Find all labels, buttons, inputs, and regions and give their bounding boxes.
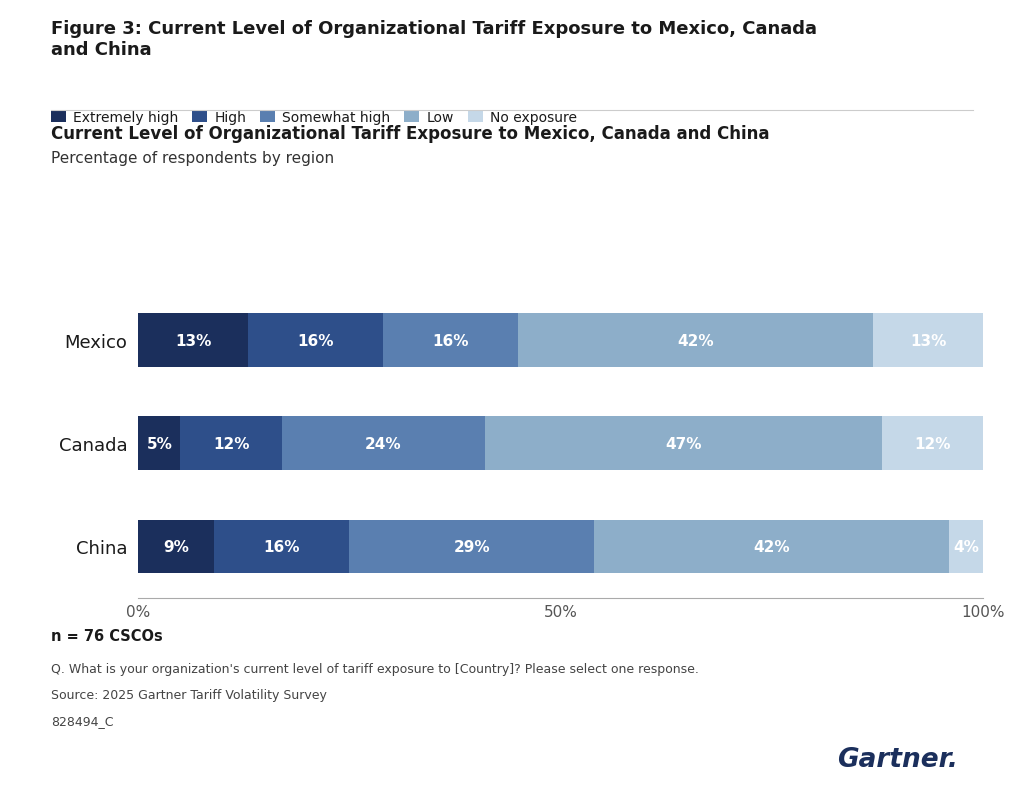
Text: Q. What is your organization's current level of tariff exposure to [Country]? Pl: Q. What is your organization's current l… <box>51 662 699 675</box>
Bar <box>138 314 248 368</box>
Text: 12%: 12% <box>213 436 250 451</box>
Bar <box>518 314 873 368</box>
Bar <box>594 520 949 573</box>
Text: 16%: 16% <box>263 540 300 554</box>
Text: 4%: 4% <box>953 540 979 554</box>
Bar <box>873 314 983 368</box>
Bar <box>138 417 180 471</box>
Text: 47%: 47% <box>665 436 701 451</box>
Text: 12%: 12% <box>914 436 950 451</box>
Text: 29%: 29% <box>454 540 490 554</box>
Text: Current Level of Organizational Tariff Exposure to Mexico, Canada and China: Current Level of Organizational Tariff E… <box>51 124 770 142</box>
Text: 24%: 24% <box>365 436 401 451</box>
Bar <box>484 417 882 471</box>
Bar <box>138 520 214 573</box>
Legend: Extremely high, High, Somewhat high, Low, No exposure: Extremely high, High, Somewhat high, Low… <box>50 111 577 124</box>
Bar <box>248 314 383 368</box>
Text: 16%: 16% <box>432 333 469 348</box>
Text: 828494_C: 828494_C <box>51 714 114 727</box>
Text: 16%: 16% <box>297 333 334 348</box>
Bar <box>949 520 983 573</box>
Text: 13%: 13% <box>910 333 946 348</box>
Text: 5%: 5% <box>146 436 172 451</box>
Text: Source: 2025 Gartner Tariff Volatility Survey: Source: 2025 Gartner Tariff Volatility S… <box>51 688 327 701</box>
Text: Gartner.: Gartner. <box>837 747 957 772</box>
Text: Figure 3: Current Level of Organizational Tariff Exposure to Mexico, Canada
and : Figure 3: Current Level of Organizationa… <box>51 20 817 59</box>
Text: 9%: 9% <box>163 540 189 554</box>
Bar <box>383 314 518 368</box>
Text: Percentage of respondents by region: Percentage of respondents by region <box>51 151 334 166</box>
Bar <box>882 417 983 471</box>
Bar <box>282 417 484 471</box>
Text: 42%: 42% <box>678 333 714 348</box>
Bar <box>180 417 282 471</box>
Bar <box>214 520 349 573</box>
Bar <box>349 520 594 573</box>
Text: 13%: 13% <box>175 333 211 348</box>
Text: 42%: 42% <box>754 540 791 554</box>
Text: n = 76 CSCOs: n = 76 CSCOs <box>51 628 163 643</box>
